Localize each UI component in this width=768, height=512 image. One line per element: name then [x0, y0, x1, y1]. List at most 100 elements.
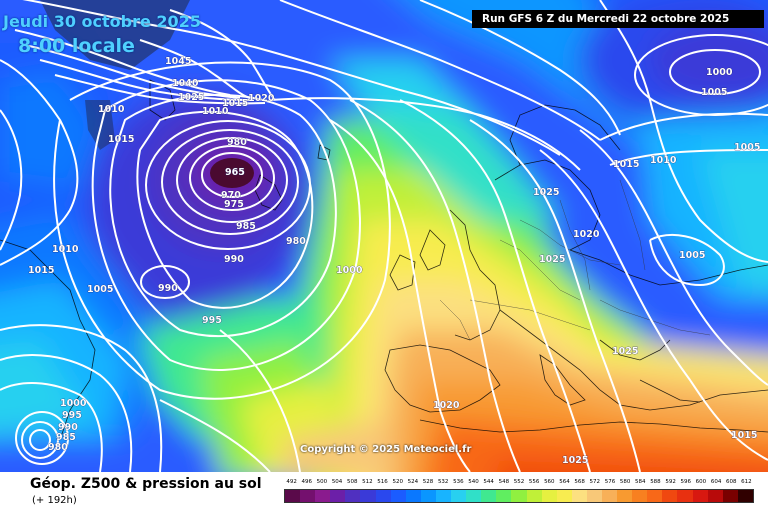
scale-swatch	[330, 490, 346, 502]
scale-swatch	[662, 490, 678, 502]
forecast-time: 8:00 locale	[18, 35, 135, 57]
scale-swatch	[722, 490, 738, 502]
pressure-label: 1005	[701, 87, 727, 98]
pressure-label: 980	[48, 442, 68, 453]
pressure-label: 985	[236, 221, 256, 232]
scale-swatch	[677, 490, 693, 502]
scale-label: 548	[498, 479, 510, 485]
pressure-label: 1010	[52, 244, 79, 255]
scale-swatch	[300, 490, 316, 502]
scale-swatch	[451, 490, 467, 502]
weather-map: 965 970 990 1045 1040 1025 1020 1015 101…	[0, 0, 768, 472]
pressure-label: 975	[224, 199, 244, 210]
scale-label: 508	[346, 479, 358, 485]
pressure-label: 1005	[679, 250, 705, 261]
scale-label: 496	[301, 479, 312, 485]
scale-label: 572	[589, 479, 601, 485]
scale-label: 596	[680, 479, 692, 485]
scale-swatch	[345, 490, 361, 502]
pressure-label: 1015	[731, 430, 757, 441]
scale-swatch	[556, 490, 572, 502]
pressure-label: 1000	[60, 398, 87, 409]
pressure-label: 995	[62, 410, 82, 421]
scale-label: 580	[619, 479, 631, 485]
map-title: Géop. Z500 & pression au sol	[30, 476, 262, 492]
coastlines	[0, 79, 768, 441]
pressure-label: 1015	[613, 159, 639, 170]
scale-swatch	[375, 490, 391, 502]
scale-swatch	[496, 490, 512, 502]
low-centre-core	[210, 158, 254, 188]
scale-label: 504	[331, 479, 343, 485]
colour-scale-labels: 492 496 500 504 508 512 516 520 524 528 532 536 540 5…	[284, 479, 754, 487]
scale-label: 552	[513, 479, 525, 485]
pressure-label: 1045	[165, 56, 191, 67]
pressure-label: 1000	[706, 67, 733, 78]
pressure-label: 1015	[28, 265, 54, 276]
colour-scale-bar	[284, 489, 754, 503]
scale-swatch	[405, 490, 421, 502]
forecast-lead-time: (+ 192h)	[32, 495, 77, 506]
scale-label: 612	[741, 479, 752, 485]
scale-swatch	[647, 490, 663, 502]
pressure-label: 1015	[222, 98, 248, 109]
scale-swatch	[541, 490, 557, 502]
pressure-label: 1040	[172, 78, 199, 89]
pressure-label: 995	[202, 315, 222, 326]
pressure-label: 1010	[650, 155, 677, 166]
scale-label: 604	[710, 479, 722, 485]
pressure-label: 1025	[562, 455, 588, 466]
pressure-label-low-centre: 965	[225, 167, 245, 178]
pressure-label: 985	[56, 432, 76, 443]
scale-label: 528	[422, 479, 434, 485]
scale-label: 500	[316, 479, 328, 485]
scale-swatch	[632, 490, 648, 502]
geopotential-shading	[0, 0, 768, 472]
country-borders	[439, 179, 711, 341]
pressure-label: 1005	[87, 284, 113, 295]
scale-swatch	[617, 490, 633, 502]
pressure-label: 1005	[734, 142, 760, 153]
scale-swatch	[466, 490, 482, 502]
scale-label: 584	[635, 479, 646, 485]
greenland-south-tip	[85, 100, 115, 150]
copyright-notice: Copyright © 2025 Meteociel.fr	[300, 444, 472, 455]
scale-label: 592	[665, 479, 676, 485]
pressure-label: 1015	[108, 134, 134, 145]
pressure-label: 1020	[248, 93, 275, 104]
pressure-label: 990	[224, 254, 244, 265]
scale-label: 524	[407, 479, 419, 485]
scale-swatch	[315, 490, 331, 502]
pressure-label: 1000	[336, 265, 363, 276]
scale-swatch	[420, 490, 436, 502]
scale-swatch	[737, 490, 753, 502]
scale-swatch	[526, 490, 542, 502]
pressure-label: 1025	[612, 346, 638, 357]
legend-footer: Géop. Z500 & pression au sol (+ 192h) 49…	[0, 472, 768, 512]
scale-label: 560	[544, 479, 555, 485]
model-run-info: Run GFS 6 Z du Mercredi 22 octobre 2025	[472, 10, 764, 28]
scale-swatch	[571, 490, 587, 502]
scale-swatch	[481, 490, 497, 502]
scale-label: 540	[468, 479, 479, 485]
scale-swatch	[692, 490, 708, 502]
scale-label: 608	[726, 479, 737, 485]
scale-swatch	[586, 490, 602, 502]
scale-swatch	[511, 490, 527, 502]
pressure-label: 990	[158, 283, 178, 294]
scale-label: 568	[574, 479, 585, 485]
pressure-labels: 965 970 990 1045 1040 1025 1020 1015 101…	[28, 56, 761, 467]
scale-label: 536	[453, 479, 464, 485]
greenland-landmass	[40, 0, 190, 70]
pressure-label: 980	[227, 137, 247, 148]
scale-label: 544	[483, 479, 494, 485]
pressure-label: 1025	[539, 254, 565, 265]
scale-label: 600	[695, 479, 707, 485]
pressure-label: 990	[58, 422, 78, 433]
pressure-label: 1010	[98, 104, 125, 115]
scale-label: 532	[437, 479, 449, 485]
pressure-label: 1020	[433, 400, 460, 411]
pressure-label: 980	[286, 236, 306, 247]
scale-label: 576	[604, 479, 616, 485]
scale-swatch	[285, 490, 301, 502]
